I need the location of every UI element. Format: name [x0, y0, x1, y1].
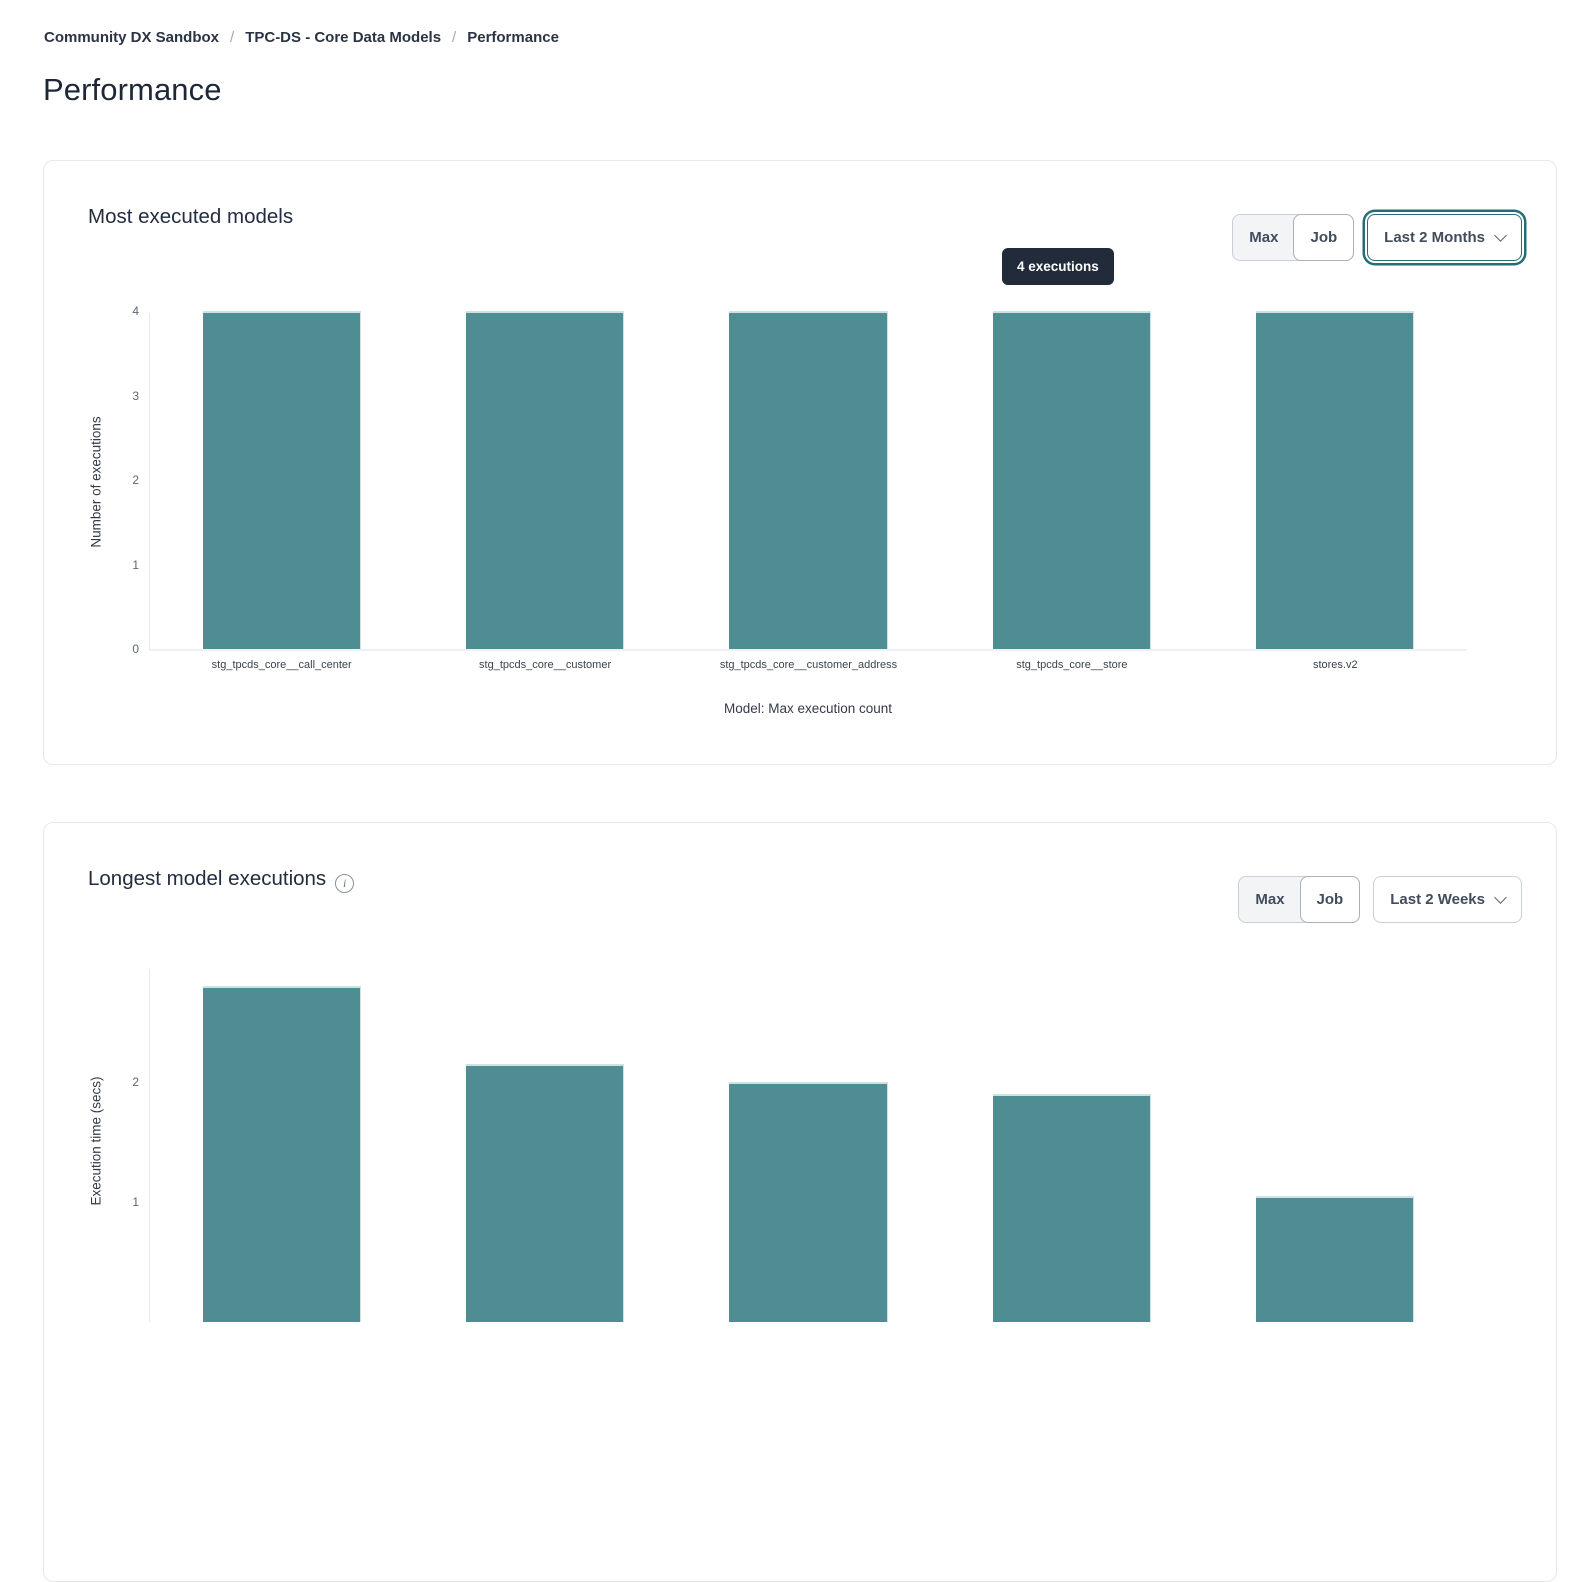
y-axis-label: Number of executions: [88, 416, 104, 548]
breadcrumb-separator: /: [230, 29, 235, 46]
max-toggle-button[interactable]: Max: [1255, 891, 1285, 908]
time-range-value: Last 2 Weeks: [1390, 891, 1485, 908]
bar[interactable]: [729, 1082, 888, 1322]
time-range-value: Last 2 Months: [1384, 229, 1485, 246]
max-job-toggle: Max Job: [1238, 876, 1361, 923]
job-toggle-button[interactable]: Job: [1293, 214, 1355, 261]
breadcrumb-item: Performance: [467, 29, 559, 46]
breadcrumb-separator: /: [452, 29, 457, 46]
y-axis-tick-label: 3: [132, 388, 139, 403]
x-axis-category-label: stores.v2: [1312, 659, 1358, 671]
x-axis-category-label: stg_tpcds_core__call_center: [211, 659, 352, 671]
time-range-dropdown[interactable]: Last 2 Weeks: [1373, 876, 1522, 923]
x-axis-label: Model: Max execution count: [723, 701, 893, 716]
chart-band: [150, 969, 413, 1322]
y-axis-tick-label: 2: [132, 1075, 139, 1089]
bar[interactable]: [466, 1064, 625, 1322]
job-toggle-button[interactable]: Job: [1299, 876, 1361, 923]
most-executed-models-card: Most executed models Max Job Last 2 Mont…: [43, 160, 1557, 765]
x-axis-category-label: stg_tpcds_core__customer_address: [719, 659, 898, 671]
longest-model-executions-card: Longest model executions Max Job Last 2 …: [43, 822, 1557, 1582]
y-axis-tick-label: 1: [132, 1195, 139, 1209]
bar[interactable]: [1256, 311, 1415, 649]
y-axis-tick-label: 2: [132, 473, 139, 487]
breadcrumb: Community DX Sandbox / TPC-DS - Core Data …: [44, 29, 1584, 46]
chart-band: stores.v2: [1204, 311, 1467, 671]
card-title-longest-executions: Longest model executions: [88, 867, 327, 890]
chart-band: [413, 969, 676, 1322]
chart-band: stg_tpcds_core__store: [940, 311, 1203, 671]
chevron-down-icon: [1494, 228, 1507, 242]
chart-band: [1204, 969, 1467, 1322]
bar[interactable]: [202, 311, 361, 649]
bar[interactable]: [466, 311, 625, 649]
chevron-down-icon: [1494, 890, 1507, 904]
breadcrumb-item[interactable]: TPC-DS - Core Data Models: [245, 29, 442, 46]
chart-band: [677, 969, 940, 1322]
y-axis-label: Execution time (secs): [88, 1076, 104, 1206]
chart-tooltip: 4 executions: [1002, 248, 1114, 285]
chart-band: [940, 969, 1203, 1322]
y-axis-tick-label: 0: [132, 642, 139, 656]
y-axis-tick-label: 1: [132, 557, 139, 572]
x-axis-category-label: stg_tpcds_core__customer: [479, 659, 612, 671]
x-axis-category-label: stg_tpcds_core__store: [1016, 659, 1128, 671]
bar[interactable]: [992, 1094, 1151, 1322]
time-range-dropdown[interactable]: Last 2 Months: [1367, 214, 1522, 261]
y-axis-tick-label: 4: [132, 304, 139, 318]
most-executed-models-chart: 0 1 2 3 4 stg_tpcds_core__call_center stg_tpcd…: [132, 304, 1467, 671]
max-toggle-button[interactable]: Max: [1249, 229, 1279, 246]
page-title: Performance: [43, 72, 222, 107]
card-title-most-executed: Most executed models: [88, 205, 294, 228]
chart-band: stg_tpcds_core__customer_address: [677, 311, 940, 671]
chart-controls: Max Job Last 2 Months: [1232, 214, 1522, 261]
breadcrumb-item[interactable]: Community DX Sandbox: [44, 29, 220, 46]
bar[interactable]: [1256, 1196, 1415, 1322]
chart-band: stg_tpcds_core__customer: [413, 311, 676, 671]
chart-controls: Max Job Last 2 Weeks: [1238, 876, 1522, 923]
bar[interactable]: [729, 311, 888, 649]
bar[interactable]: [992, 311, 1151, 649]
info-icon[interactable]: [335, 874, 355, 893]
chart-band: stg_tpcds_core__call_center: [150, 311, 413, 671]
max-job-toggle: Max Job: [1232, 214, 1355, 261]
bar[interactable]: [202, 986, 361, 1322]
